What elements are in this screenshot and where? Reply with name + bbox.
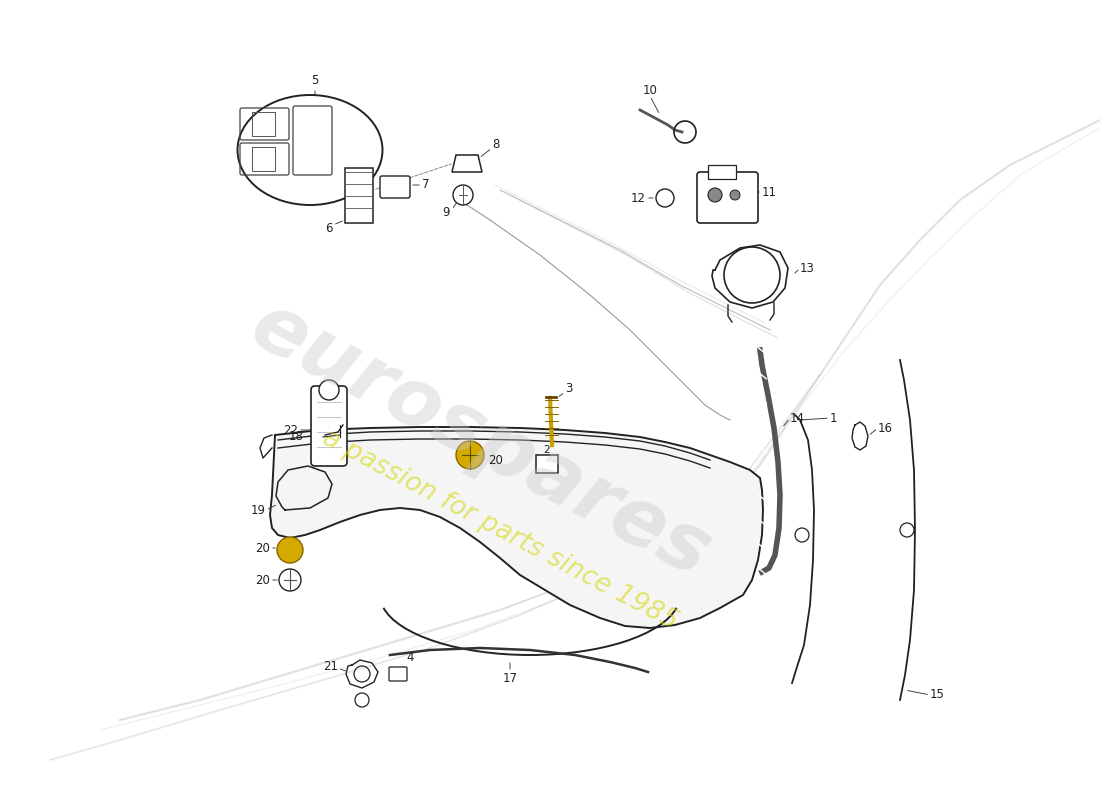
Text: 7: 7 xyxy=(422,178,429,191)
Polygon shape xyxy=(452,155,482,172)
Text: 19: 19 xyxy=(251,503,266,517)
Circle shape xyxy=(279,569,301,591)
Text: 21: 21 xyxy=(323,659,338,673)
FancyBboxPatch shape xyxy=(536,455,558,473)
Text: 16: 16 xyxy=(878,422,893,434)
Text: 2: 2 xyxy=(543,445,550,455)
Circle shape xyxy=(456,441,484,469)
Polygon shape xyxy=(270,427,763,628)
FancyBboxPatch shape xyxy=(345,168,373,223)
Circle shape xyxy=(708,188,722,202)
FancyBboxPatch shape xyxy=(379,176,410,198)
Text: 20: 20 xyxy=(255,542,270,554)
Text: 3: 3 xyxy=(565,382,572,394)
FancyBboxPatch shape xyxy=(708,165,736,179)
Text: 17: 17 xyxy=(503,671,517,685)
Circle shape xyxy=(319,380,339,400)
Text: 18: 18 xyxy=(289,430,304,443)
Text: 20: 20 xyxy=(255,574,270,586)
Text: 12: 12 xyxy=(631,191,646,205)
Text: a passion for parts since 1985: a passion for parts since 1985 xyxy=(318,425,682,635)
Text: 22: 22 xyxy=(283,423,298,437)
Text: 20: 20 xyxy=(488,454,503,466)
Circle shape xyxy=(277,537,302,563)
Circle shape xyxy=(453,185,473,205)
Text: 5: 5 xyxy=(311,74,319,86)
Text: 14: 14 xyxy=(790,411,805,425)
Circle shape xyxy=(656,189,674,207)
Text: 6: 6 xyxy=(326,222,333,234)
Text: 15: 15 xyxy=(930,689,945,702)
FancyBboxPatch shape xyxy=(697,172,758,223)
Text: 1: 1 xyxy=(830,411,837,425)
Text: 10: 10 xyxy=(642,83,658,97)
Circle shape xyxy=(355,693,368,707)
Text: 9: 9 xyxy=(442,206,450,219)
Text: 8: 8 xyxy=(492,138,499,151)
Text: eurospares: eurospares xyxy=(236,286,723,594)
Ellipse shape xyxy=(238,95,383,205)
Circle shape xyxy=(730,190,740,200)
Text: 11: 11 xyxy=(762,186,777,198)
Text: 4: 4 xyxy=(406,651,414,664)
Text: 13: 13 xyxy=(800,262,815,274)
FancyBboxPatch shape xyxy=(311,386,346,466)
FancyBboxPatch shape xyxy=(389,667,407,681)
